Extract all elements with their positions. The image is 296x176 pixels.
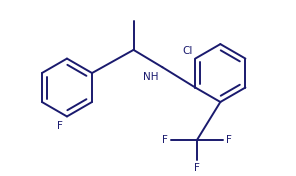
Text: F: F xyxy=(194,163,200,173)
Text: NH: NH xyxy=(143,72,158,82)
Text: F: F xyxy=(57,121,63,131)
Text: Cl: Cl xyxy=(182,46,192,56)
Text: F: F xyxy=(163,135,168,145)
Text: F: F xyxy=(226,135,232,145)
